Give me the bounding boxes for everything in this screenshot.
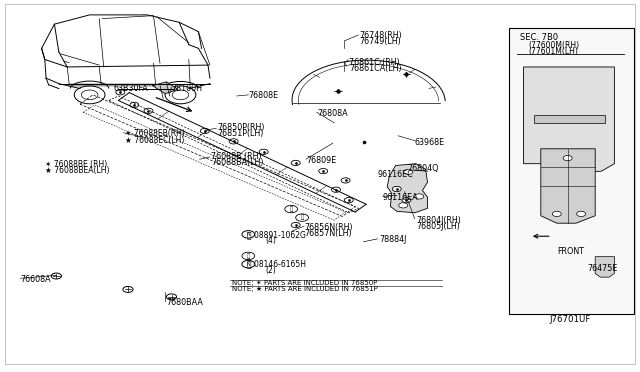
Text: (4): (4) (266, 236, 276, 245)
Text: (77601M(LH): (77601M(LH) (529, 47, 579, 56)
Text: 76805J(LH): 76805J(LH) (416, 222, 460, 231)
Circle shape (123, 286, 133, 292)
Text: 76851P(LH): 76851P(LH) (218, 129, 264, 138)
Circle shape (402, 198, 411, 203)
Circle shape (404, 169, 413, 174)
Polygon shape (152, 82, 178, 94)
Circle shape (130, 102, 139, 108)
Text: 76808E: 76808E (248, 92, 278, 100)
Text: 63968E: 63968E (415, 138, 445, 147)
Text: 76804Q: 76804Q (407, 164, 438, 173)
Circle shape (291, 222, 300, 228)
Circle shape (332, 187, 340, 192)
Text: 76804J(RH): 76804J(RH) (416, 216, 461, 225)
Circle shape (242, 260, 255, 268)
Circle shape (116, 90, 125, 95)
Text: Ⓝ 08146-6165H: Ⓝ 08146-6165H (247, 260, 306, 269)
Circle shape (242, 231, 255, 238)
Text: 78100H: 78100H (172, 84, 202, 93)
Text: (2): (2) (266, 266, 276, 275)
Polygon shape (541, 149, 595, 223)
Text: J76701UF: J76701UF (549, 315, 591, 324)
Text: N: N (246, 232, 250, 237)
Text: 76850P(RH): 76850P(RH) (218, 123, 265, 132)
Circle shape (242, 252, 255, 260)
Text: FRONT: FRONT (557, 247, 584, 256)
Text: 76857N(LH): 76857N(LH) (305, 230, 352, 238)
Text: (77600M(RH): (77600M(RH) (529, 41, 580, 50)
Text: 7680BAA: 7680BAA (166, 298, 204, 307)
Polygon shape (595, 257, 614, 277)
Text: 76088B (RH): 76088B (RH) (211, 152, 262, 161)
Text: ★ 76088EC(LH): ★ 76088EC(LH) (125, 136, 184, 145)
Circle shape (344, 198, 353, 203)
Text: 63B30FA: 63B30FA (114, 84, 148, 93)
Circle shape (415, 194, 424, 199)
Text: 76749(LH): 76749(LH) (360, 37, 401, 46)
Text: 96116EC: 96116EC (378, 170, 413, 179)
Polygon shape (524, 67, 614, 173)
Bar (509, 28, 634, 314)
Text: 78884J: 78884J (379, 235, 406, 244)
Circle shape (392, 186, 401, 192)
Text: 76809E: 76809E (306, 156, 336, 165)
Text: 76861CA(LH): 76861CA(LH) (349, 64, 402, 73)
Circle shape (51, 273, 61, 279)
Text: 76608A: 76608A (20, 275, 51, 284)
Circle shape (291, 160, 300, 166)
Text: ✶ 76088EB(RH): ✶ 76088EB(RH) (125, 129, 185, 138)
Text: 76088BA(LH): 76088BA(LH) (211, 158, 264, 167)
Text: Ⓝ: Ⓝ (300, 215, 304, 221)
Circle shape (319, 169, 328, 174)
Text: N: N (246, 262, 250, 267)
Text: 76856N(RH): 76856N(RH) (305, 223, 353, 232)
Circle shape (577, 211, 586, 217)
Polygon shape (534, 115, 605, 123)
Circle shape (259, 149, 268, 154)
Circle shape (399, 203, 408, 208)
Text: 76861C (RH): 76861C (RH) (349, 58, 400, 67)
Text: NOTE; ✶ PARTS ARE INCLUDED IN 76850P: NOTE; ✶ PARTS ARE INCLUDED IN 76850P (232, 280, 377, 286)
Text: 76475E: 76475E (588, 264, 618, 273)
Text: ★ 76088BEA(LH): ★ 76088BEA(LH) (45, 166, 109, 175)
Circle shape (341, 178, 350, 183)
Text: Ⓝ: Ⓝ (246, 253, 250, 259)
Circle shape (166, 294, 177, 300)
Polygon shape (387, 164, 428, 213)
Text: Ⓝ 08891-1062G: Ⓝ 08891-1062G (247, 230, 306, 239)
Text: 76808A: 76808A (317, 109, 348, 118)
Text: ✶ 76088BE (RH): ✶ 76088BE (RH) (45, 160, 107, 169)
Circle shape (144, 108, 153, 113)
Text: SEC. 7B0: SEC. 7B0 (520, 33, 558, 42)
Circle shape (296, 214, 308, 221)
Circle shape (563, 155, 572, 161)
Circle shape (229, 139, 238, 144)
Text: NOTE; ★ PARTS ARE INCLUDED IN 76851P: NOTE; ★ PARTS ARE INCLUDED IN 76851P (232, 286, 378, 292)
Text: 76748(RH): 76748(RH) (360, 31, 403, 40)
Circle shape (285, 205, 298, 213)
Circle shape (200, 128, 209, 134)
Circle shape (552, 211, 561, 217)
Text: 96116EA: 96116EA (383, 193, 419, 202)
Text: Ⓝ: Ⓝ (289, 206, 293, 212)
